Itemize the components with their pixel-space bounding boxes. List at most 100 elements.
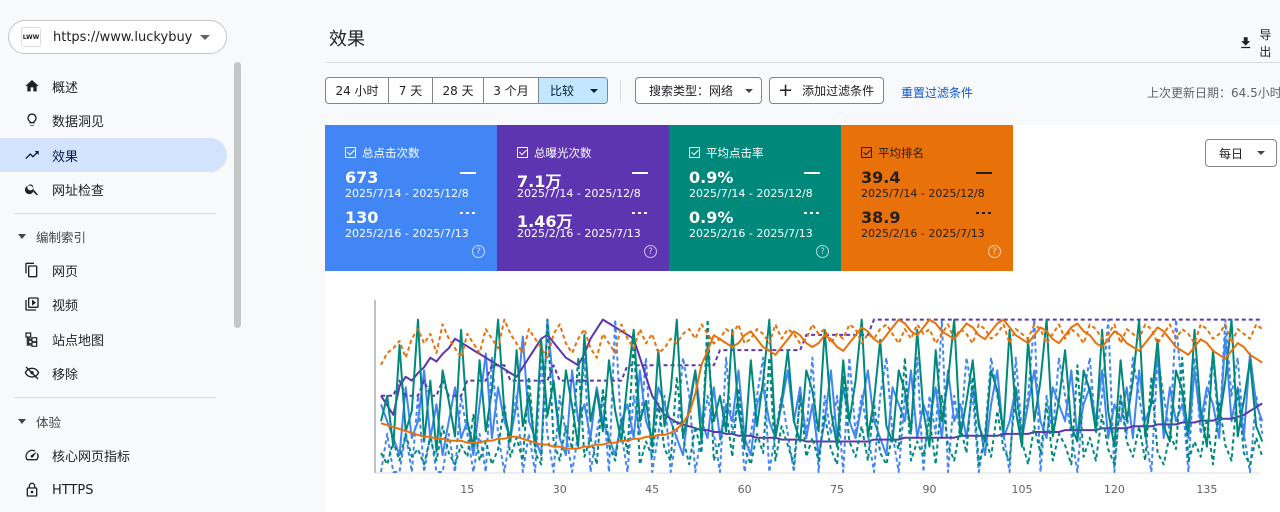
metric-previous-range: 2025/2/16 - 2025/7/13 [861,227,985,240]
header-divider [325,62,1280,63]
section-experience[interactable]: 体验 [0,408,61,434]
sidebar-item-pages[interactable]: 网页 [0,253,227,287]
range-compare-button[interactable]: 比较 [539,78,607,103]
range-7d-button[interactable]: 7 天 [389,78,433,103]
video-icon [24,296,40,312]
date-range-group: 24 小时 7 天 28 天 3 个月 比较 [325,77,608,104]
toolbar-divider [620,80,621,102]
help-icon[interactable]: ? [988,245,1001,258]
metric-previous-value: 38.9 [861,208,901,227]
metric-previous-range: 2025/2/16 - 2025/7/13 [345,227,469,240]
range-24h-button[interactable]: 24 小时 [326,78,389,103]
dashed-line-icon [804,212,820,214]
series-line-7 [380,318,1263,366]
checkbox-checked-icon[interactable] [345,147,356,158]
trending-up-icon [24,147,40,163]
metric-current-range: 2025/7/14 - 2025/12/8 [861,187,985,200]
lightbulb-icon [24,112,40,128]
x-tick-label: 45 [645,483,659,496]
x-tick-label: 60 [738,483,752,496]
sidebar-item-sitemaps[interactable]: 站点地图 [0,322,227,356]
sidebar-item-core-web-vitals[interactable]: 核心网页指标 [0,438,227,472]
download-icon [1241,37,1251,49]
section-title: 体验 [36,414,62,430]
sidebar-item-label: 移除 [52,367,79,383]
sidebar-item-insights[interactable]: 数据洞见 [0,103,227,137]
dashed-line-icon [976,212,992,214]
sitemap-icon [24,331,40,347]
sidebar-item-performance[interactable]: 效果 [0,138,227,172]
interval-label: 每日 [1219,146,1244,161]
x-tick-label: 75 [830,483,844,496]
chevron-down-icon [1257,151,1266,155]
home-icon [24,78,40,94]
metric-previous-value: 130 [345,208,379,227]
metric-current-value: 0.9% [689,168,734,187]
help-icon[interactable]: ? [472,245,485,258]
metric-previous-value: 1.46万 [517,212,573,231]
sidebar-divider [14,213,216,214]
search-type-label: 搜索类型：网络 [649,84,734,98]
checkbox-checked-icon[interactable] [861,147,872,158]
dashed-line-icon [460,212,476,214]
performance-chart[interactable]: 15 30 45 60 75 90 105 120 135 [325,290,1280,512]
range-compare-label: 比较 [550,84,575,98]
sidebar-item-label: 概述 [52,80,79,96]
chevron-down-icon [590,88,599,93]
search-type-filter[interactable]: 搜索类型：网络 [635,77,762,104]
metric-card-impressions[interactable]: 总曝光次数 7.1万 2025/7/14 - 2025/12/8 1.46万 2… [497,125,669,271]
eye-off-icon [24,365,40,381]
interval-select[interactable]: 每日 [1205,139,1277,167]
add-filter-button[interactable]: + 添加过滤条件 [769,77,884,104]
sidebar-scrollbar[interactable] [234,62,241,328]
sidebar-item-https[interactable]: HTTPS [0,473,227,507]
section-indexing[interactable]: 编制索引 [0,223,86,249]
chevron-down-icon [18,418,26,424]
series-line-6 [380,318,1263,450]
metric-current-range: 2025/7/14 - 2025/12/8 [345,187,469,200]
sidebar-item-videos[interactable]: 视频 [0,287,227,321]
series-line-5 [380,318,1264,466]
metric-previous-range: 2025/2/16 - 2025/7/13 [517,227,641,240]
last-updated-text: 上次更新日期：64.5小时 [1147,86,1280,100]
site-selector[interactable]: LWW https://www.luckybuyb... [8,20,227,54]
sidebar-item-overview[interactable]: 概述 [0,69,227,103]
reset-filters-link[interactable]: 重置过滤条件 [901,86,974,100]
sidebar-item-label: 核心网页指标 [52,449,131,465]
metric-current-value: 39.4 [861,168,901,187]
metric-label: 平均点击率 [706,146,764,160]
metric-card-ctr[interactable]: 平均点击率 0.9% 2025/7/14 - 2025/12/8 0.9% 20… [669,125,841,271]
sidebar: LWW https://www.luckybuyb... 概述 数据洞见 效果 … [0,0,244,512]
solid-line-icon [460,172,476,174]
sidebar-item-label: 站点地图 [52,333,105,349]
sidebar-item-label: 网页 [52,264,79,280]
sidebar-item-label: HTTPS [52,482,94,498]
dashed-line-icon [632,212,648,214]
section-title: 编制索引 [36,229,87,245]
help-icon[interactable]: ? [644,245,657,258]
lock-icon [24,482,40,498]
metric-card-clicks[interactable]: 总点击次数 673 2025/7/14 - 2025/12/8 130 2025… [325,125,497,271]
metric-label: 总点击次数 [362,146,420,160]
search-icon [24,181,40,197]
checkbox-checked-icon[interactable] [517,147,528,158]
sidebar-item-label: 效果 [52,149,79,165]
sidebar-item-label: 数据洞见 [52,114,105,130]
metric-card-position[interactable]: 平均排名 39.4 2025/7/14 - 2025/12/8 38.9 202… [841,125,1013,271]
page-title: 效果 [329,29,365,50]
range-28d-button[interactable]: 28 天 [433,78,484,103]
x-tick-label: 90 [923,483,937,496]
metric-current-value: 7.1万 [517,172,562,191]
sidebar-item-removals[interactable]: 移除 [0,356,227,390]
help-icon[interactable]: ? [816,245,829,258]
solid-line-icon [632,172,648,174]
sidebar-divider [14,397,216,398]
metric-current-value: 673 [345,168,379,187]
range-3m-button[interactable]: 3 个月 [484,78,539,103]
export-label: 导出 [1259,28,1272,59]
checkbox-checked-icon[interactable] [689,147,700,158]
plus-icon: + [778,79,794,101]
solid-line-icon [976,172,992,174]
export-button[interactable]: 导出 [1238,26,1280,60]
sidebar-item-url-inspection[interactable]: 网址检查 [0,172,227,206]
